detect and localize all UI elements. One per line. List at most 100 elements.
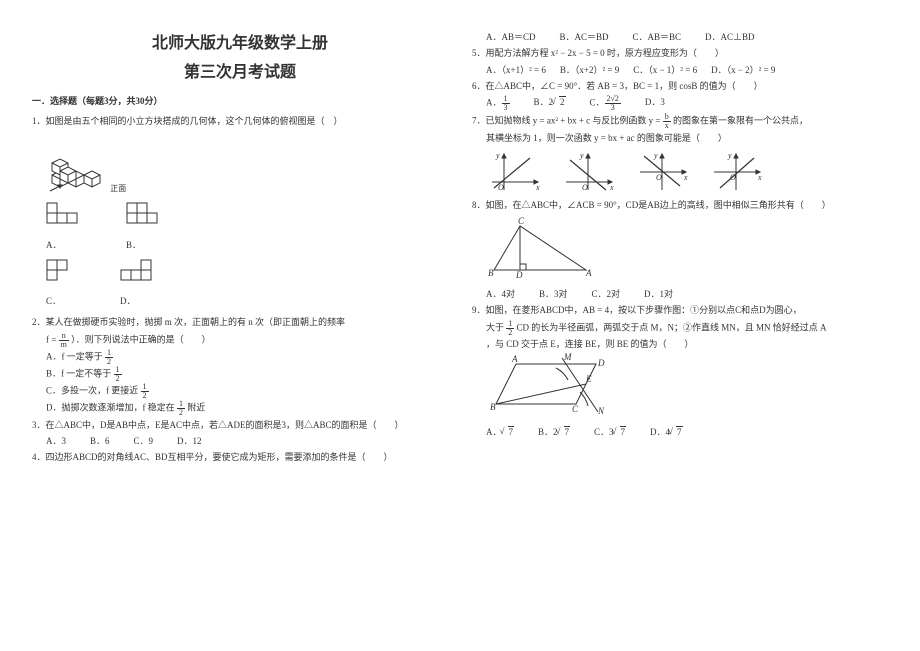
q2-a: A．f 一定等于 — [46, 351, 105, 361]
q6-a: A． — [486, 98, 502, 108]
q3-text: 3．在△ABC中，D是AB中点，E是AC中点，若△ADE的面积是3，则△ABC的… — [32, 420, 404, 430]
svg-text:x: x — [535, 183, 540, 192]
q5-b: B．（x+2）² = 9 — [560, 63, 619, 78]
q9-text1: 9．如图，在菱形ABCD中，AB = 4，按以下步骤作图：①分别以点C和点D为圆… — [472, 305, 802, 315]
q2-d-tail: 附近 — [185, 402, 205, 412]
q8-c: C．2对 — [592, 287, 621, 302]
q1-text: 1．如图是由五个相同的小立方块搭成的几何体，这个几何体的俯视图是（ ） — [32, 116, 343, 126]
q3-options: A．3 B．6 C．9 D．12 — [32, 434, 448, 449]
svg-text:O: O — [656, 173, 662, 182]
q2-text2: f = — [46, 334, 59, 344]
q4-d: D．AC⊥BD — [705, 30, 755, 45]
q5-options: A．（x+1）² = 6 B．（x+2）² = 9 C．（x − 1）² = 6… — [472, 63, 888, 78]
q9-d: D．4 — [650, 427, 670, 437]
section-header: 一．选择题（每题3分，共30分） — [32, 94, 448, 109]
svg-text:E: E — [585, 374, 592, 384]
q7-graph-d: x y O — [708, 150, 764, 194]
q1-opt-c-figure — [46, 259, 80, 289]
q2-text1: 2．某人在做掷硬币实验时，抛掷 m 次，正面朝上的有 n 次（即正面朝上的频率 — [32, 317, 345, 327]
q9-text4: ，与 CD 交于点 E，连接 BE，则 BE 的值为（ ） — [486, 339, 694, 349]
q8-text: 8．如图，在△ABC中，∠ACB = 90°，CD是AB边上的高线，图中相似三角… — [472, 200, 831, 210]
q8-triangle-figure: C B D A — [486, 218, 596, 278]
q1-opt-d-figure — [120, 259, 164, 289]
question-9: 9．如图，在菱形ABCD中，AB = 4，按以下步骤作图：①分别以点C和点D为圆… — [472, 303, 888, 318]
q1-opt-c: C． — [46, 296, 61, 306]
half-icon: 12 — [105, 349, 113, 366]
frac-2sqrt2-3: 2√23 — [605, 95, 621, 112]
q2-b: B．f 一定不等于 — [46, 368, 114, 378]
frac-1-3: 13 — [502, 95, 510, 112]
q9-text2: 大于 — [486, 322, 506, 332]
svg-text:D: D — [515, 270, 523, 280]
frac-n-m: nm — [59, 332, 69, 349]
title-sub: 第三次月考试题 — [32, 59, 448, 86]
q5-text: 5．用配方法解方程 x² − 2x − 5 = 0 时，原方程应变形为（ ） — [472, 48, 724, 58]
svg-text:y: y — [727, 151, 732, 160]
question-8: 8．如图，在△ABC中，∠ACB = 90°，CD是AB边上的高线，图中相似三角… — [472, 198, 888, 213]
half-icon: 12 — [114, 366, 122, 383]
q1-opt-d: D． — [120, 296, 136, 306]
q9-text3: CD 的长为半径画弧，两弧交于点 M，N；②作直线 MN，且 MN 恰好经过点 … — [517, 322, 827, 332]
q7-text2: 的图象在第一象限有一个公共点， — [673, 116, 808, 126]
q4-c: C．AB＝BC — [633, 30, 682, 45]
q3-b: B．6 — [90, 434, 110, 449]
svg-text:C: C — [518, 216, 525, 226]
half-icon: 12 — [177, 400, 185, 417]
q4-text: 4．四边形ABCD的对角线AC、BD互相平分，要使它成为矩形，需要添加的条件是（… — [32, 452, 393, 462]
question-1: 1．如图是由五个相同的小立方块搭成的几何体，这个几何体的俯视图是（ ） — [32, 114, 448, 129]
svg-text:N: N — [597, 406, 605, 416]
q3-c: C．9 — [134, 434, 154, 449]
q1-opt-a-figure — [46, 202, 86, 232]
question-3: 3．在△ABC中，D是AB中点，E是AC中点，若△ADE的面积是3，则△ABC的… — [32, 418, 448, 433]
q8-options: A．4对 B．3对 C．2对 D．1对 — [472, 287, 888, 302]
half-icon: 12 — [506, 320, 514, 337]
question-7: 7．已知抛物线 y = ax² + bx + c 与反比例函数 y = bx 的… — [472, 113, 888, 130]
q2-text3: ）．则下列说法中正确的是（ ） — [71, 334, 211, 344]
svg-text:C: C — [572, 404, 579, 414]
sqrt2-icon: 2 — [553, 95, 566, 110]
svg-text:B: B — [490, 402, 496, 412]
svg-text:O: O — [582, 183, 588, 192]
q5-a: A．（x+1）² = 6 — [486, 63, 546, 78]
q5-d: D．（x − 2）² = 9 — [711, 63, 775, 78]
svg-text:D: D — [597, 358, 605, 368]
q5-c: C．（x − 1）² = 6 — [633, 63, 697, 78]
svg-text:M: M — [563, 352, 572, 362]
svg-text:x: x — [683, 173, 688, 182]
sqrt7-icon: 7 — [558, 425, 571, 440]
q1-front-label: 正面 — [110, 184, 126, 193]
sqrt7-icon: 7 — [614, 425, 627, 440]
q6-options: A．13 B．22 C．2√23 D．3 — [472, 95, 888, 112]
svg-text:B: B — [488, 268, 494, 278]
svg-text:x: x — [757, 173, 762, 182]
svg-text:y: y — [579, 151, 584, 160]
q6-d: D．3 — [645, 95, 665, 112]
svg-text:y: y — [653, 151, 658, 160]
q9-options: A．7 B．27 C．37 D．47 — [472, 425, 888, 440]
q7-text3: 其横坐标为 1，则一次函数 y = bx + ac 的图象可能是（ ） — [486, 133, 727, 143]
q3-d: D．12 — [177, 434, 202, 449]
q1-opt-b: B． — [126, 240, 141, 250]
frac-b-x: bx — [663, 113, 671, 130]
svg-text:A: A — [585, 268, 592, 278]
svg-text:y: y — [495, 151, 500, 160]
svg-text:x: x — [609, 183, 614, 192]
sqrt7-icon: 7 — [502, 425, 515, 440]
question-2: 2．某人在做掷硬币实验时，抛掷 m 次，正面朝上的有 n 次（即正面朝上的频率 — [32, 315, 448, 330]
q4-b: B．AC＝BD — [560, 30, 609, 45]
q2-d: D．抛掷次数逐渐增加，f 稳定在 — [46, 402, 177, 412]
q6-c: C． — [590, 98, 605, 108]
q7-graphs: x y O x y O x y O — [472, 150, 888, 194]
q4-a: A．AB＝CD — [486, 30, 536, 45]
q8-d: D．1对 — [644, 287, 673, 302]
q6-text: 6．在△ABC中，∠C = 90°．若 AB = 3，BC = 1，则 cosB… — [472, 81, 763, 91]
q7-graph-b: x y O — [560, 150, 616, 194]
q4-options: A．AB＝CD B．AC＝BD C．AB＝BC D．AC⊥BD — [472, 30, 888, 45]
question-5: 5．用配方法解方程 x² − 2x − 5 = 0 时，原方程应变形为（ ） — [472, 46, 888, 61]
q9-rhombus-figure: A D B C E M N — [486, 356, 616, 416]
sqrt7-icon: 7 — [670, 425, 683, 440]
title-main: 北师大版九年级数学上册 — [32, 30, 448, 57]
q1-opt-a: A． — [46, 240, 62, 250]
q8-a: A．4对 — [486, 287, 515, 302]
svg-text:A: A — [511, 354, 518, 364]
